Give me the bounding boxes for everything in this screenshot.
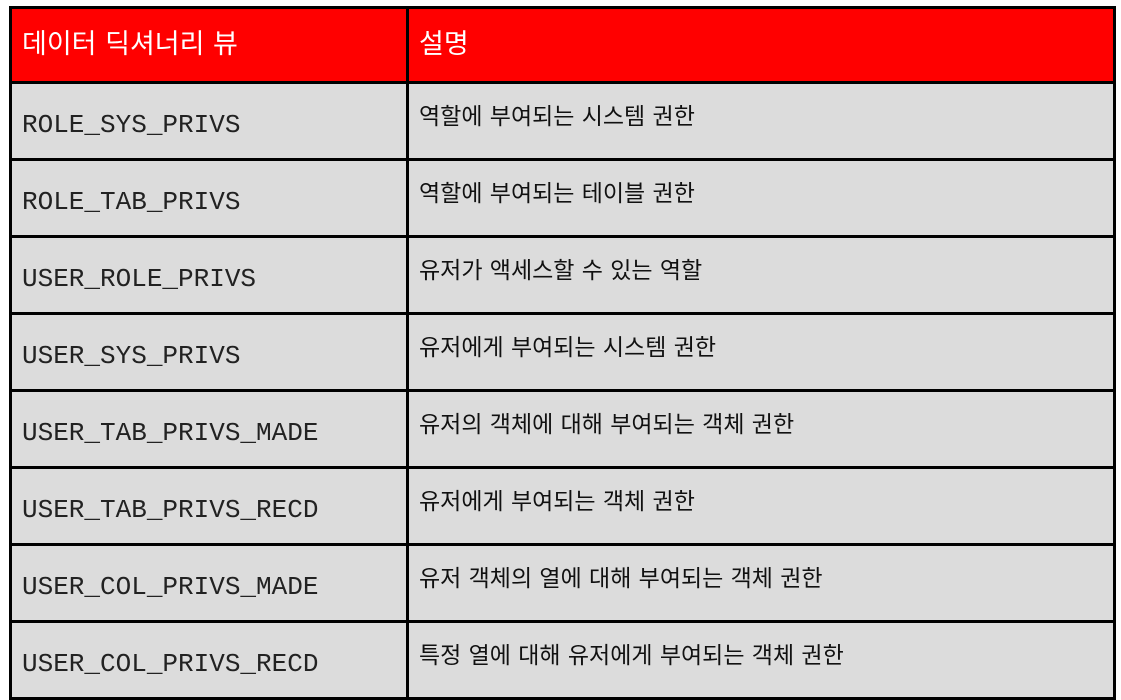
view-name: USER_SYS_PRIVS: [9, 312, 409, 392]
view-name: USER_TAB_PRIVS_RECD: [9, 466, 409, 546]
privileges-dictionary-table: 데이터 딕셔너리 뷰 설명 ROLE_SYS_PRIVS 역할에 부여되는 시스템…: [9, 6, 1116, 700]
table-row: USER_ROLE_PRIVS 유저가 액세스할 수 있는 역할: [9, 235, 1116, 315]
table-row: ROLE_SYS_PRIVS 역할에 부여되는 시스템 권한: [9, 81, 1116, 161]
view-name: USER_ROLE_PRIVS: [9, 235, 409, 315]
view-name: ROLE_TAB_PRIVS: [9, 158, 409, 238]
header-view: 데이터 딕셔너리 뷰: [9, 6, 409, 84]
view-description: 역할에 부여되는 테이블 권한: [406, 158, 1116, 238]
table-row: USER_SYS_PRIVS 유저에게 부여되는 시스템 권한: [9, 312, 1116, 392]
view-name: USER_TAB_PRIVS_MADE: [9, 389, 409, 469]
table-row: USER_COL_PRIVS_MADE 유저 객체의 열에 대해 부여되는 객체 …: [9, 543, 1116, 623]
view-name: ROLE_SYS_PRIVS: [9, 81, 409, 161]
view-description: 유저에게 부여되는 시스템 권한: [406, 312, 1116, 392]
view-description: 특정 열에 대해 유저에게 부여되는 객체 권한: [406, 620, 1116, 700]
view-name: USER_COL_PRIVS_MADE: [9, 543, 409, 623]
header-row: 데이터 딕셔너리 뷰 설명: [9, 6, 1116, 84]
table-row: USER_TAB_PRIVS_MADE 유저의 객체에 대해 부여되는 객체 권한: [9, 389, 1116, 469]
view-description: 유저에게 부여되는 객체 권한: [406, 466, 1116, 546]
header-description: 설명: [406, 6, 1116, 84]
view-description: 유저의 객체에 대해 부여되는 객체 권한: [406, 389, 1116, 469]
view-description: 유저가 액세스할 수 있는 역할: [406, 235, 1116, 315]
table-row: ROLE_TAB_PRIVS 역할에 부여되는 테이블 권한: [9, 158, 1116, 238]
view-description: 역할에 부여되는 시스템 권한: [406, 81, 1116, 161]
view-description: 유저 객체의 열에 대해 부여되는 객체 권한: [406, 543, 1116, 623]
table-row: USER_TAB_PRIVS_RECD 유저에게 부여되는 객체 권한: [9, 466, 1116, 546]
table-row: USER_COL_PRIVS_RECD 특정 열에 대해 유저에게 부여되는 객체…: [9, 620, 1116, 700]
view-name: USER_COL_PRIVS_RECD: [9, 620, 409, 700]
